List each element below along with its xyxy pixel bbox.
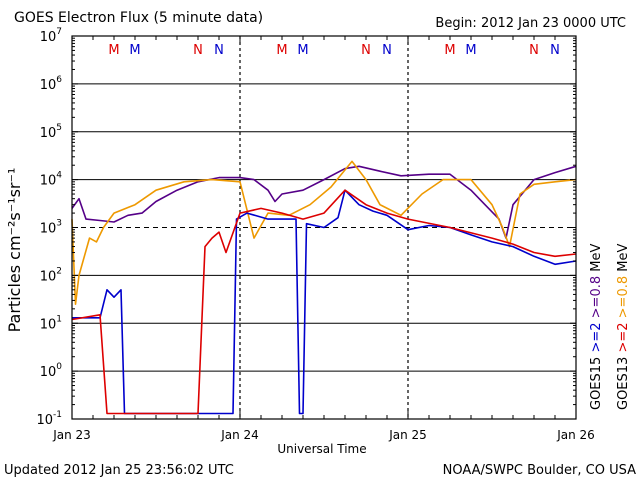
x-tick-label: Jan 25: [388, 428, 427, 442]
y-tick-exponent: -1: [53, 410, 62, 420]
legend-entry: GOES15: [589, 357, 604, 410]
y-tick-exponent: 5: [56, 123, 62, 133]
y-tick-label: 106: [40, 75, 63, 93]
begin-label: Begin: 2012 Jan 23 0000 UTC: [435, 16, 626, 31]
series-line-3: [71, 189, 577, 415]
orbit-marker: M: [444, 43, 455, 58]
y-tick-exponent: 2: [56, 266, 62, 276]
y-tick-exponent: 3: [56, 219, 62, 229]
legend-entry: MeV: [589, 244, 604, 276]
legend-column: GOES15 >=2 >=0.8 MeV: [589, 244, 604, 410]
y-tick-exponent: 7: [56, 27, 62, 37]
y-tick-base: 10: [36, 413, 53, 428]
orbit-marker: N: [193, 43, 203, 58]
legend-entry: GOES13: [616, 357, 631, 410]
y-tick-label: 10-1: [36, 410, 62, 428]
y-tick-exponent: 4: [56, 171, 62, 181]
y-tick-base: 10: [40, 78, 57, 93]
orbit-marker: N: [214, 43, 224, 58]
y-tick-exponent: 1: [56, 314, 62, 324]
y-tick-label: 102: [40, 266, 62, 284]
y-tick-label: 105: [40, 123, 62, 141]
orbit-marker: M: [465, 43, 476, 58]
legend-entry: >=2: [616, 322, 631, 356]
credit-label: NOAA/SWPC Boulder, CO USA: [443, 463, 636, 478]
orbit-marker: N: [361, 43, 371, 58]
series-line-2: [72, 189, 577, 415]
x-tick-label: Jan 23: [52, 428, 91, 442]
orbit-marker: M: [297, 43, 308, 58]
x-axis-label: Universal Time: [277, 442, 366, 456]
series-layer: [71, 160, 577, 415]
y-tick-base: 10: [40, 269, 57, 284]
y-tick-label: 107: [40, 27, 62, 45]
orbit-marker: N: [382, 43, 392, 58]
legend-entry: >=2: [589, 322, 604, 356]
y-tick-label: 104: [40, 171, 63, 189]
orbit-marker: N: [550, 43, 560, 58]
y-tick-label: 100: [40, 362, 63, 380]
series-line-1: [71, 160, 577, 305]
legend-entry: >=0.8: [589, 276, 604, 323]
y-tick-base: 10: [40, 222, 57, 237]
legend-column: GOES13 >=2 >=0.8 MeV: [616, 244, 631, 410]
y-tick-base: 10: [40, 317, 57, 332]
orbit-marker: M: [276, 43, 287, 58]
grid-layer: [72, 36, 576, 419]
y-tick-base: 10: [40, 126, 57, 141]
orbit-marker: N: [529, 43, 539, 58]
x-tick-label: Jan 24: [220, 428, 259, 442]
chart-title: GOES Electron Flux (5 minute data): [14, 10, 263, 26]
y-tick-label: 101: [40, 314, 62, 332]
y-tick-base: 10: [40, 365, 57, 380]
y-axis-label: Particles cm⁻²s⁻¹sr⁻¹: [5, 168, 24, 333]
y-tick-base: 10: [40, 30, 57, 45]
orbit-marker: M: [108, 43, 119, 58]
y-tick-exponent: 0: [56, 362, 62, 372]
x-tick-label: Jan 26: [556, 428, 595, 442]
orbit-marker: M: [129, 43, 140, 58]
y-tick-exponent: 6: [56, 75, 62, 85]
y-tick-base: 10: [40, 174, 57, 189]
legend-entry: >=0.8: [616, 276, 631, 323]
legend-entry: MeV: [616, 244, 631, 276]
y-tick-label: 103: [40, 219, 62, 237]
updated-label: Updated 2012 Jan 25 23:56:02 UTC: [4, 463, 234, 478]
